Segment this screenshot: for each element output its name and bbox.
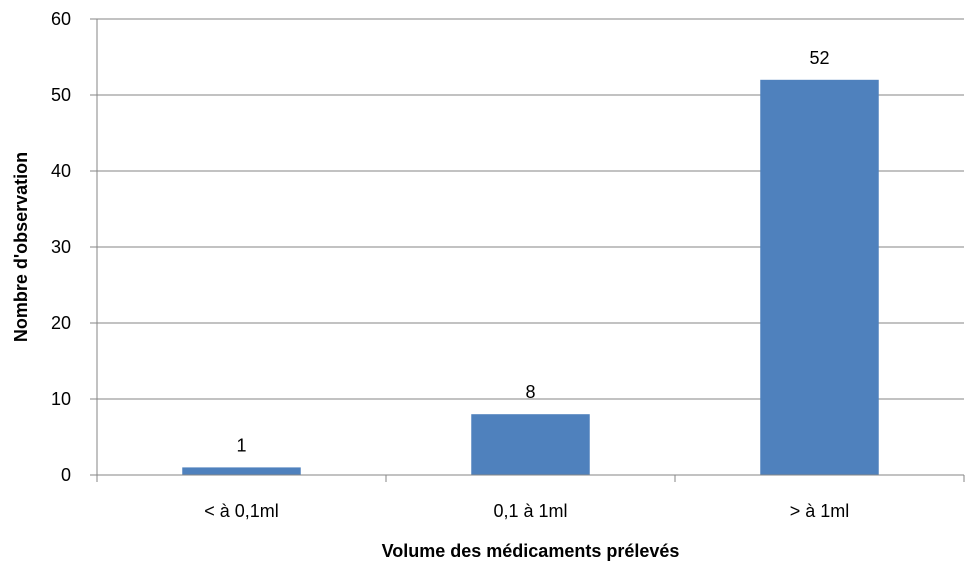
y-tick-label: 30	[51, 237, 71, 257]
x-tick-label: > à 1ml	[790, 501, 850, 521]
y-tick-label: 40	[51, 161, 71, 181]
x-tick-label: < à 0,1ml	[204, 501, 279, 521]
bar	[182, 467, 301, 475]
y-axis-ticks: 0 10 20 30 40 50 60	[51, 9, 97, 485]
y-tick-label: 20	[51, 313, 71, 333]
bar	[760, 79, 879, 476]
data-label: 1	[236, 435, 246, 455]
x-axis-ticks: < à 0,1ml 0,1 à 1ml > à 1ml	[96, 475, 965, 521]
y-axis-title: Nombre d'observation	[11, 152, 31, 342]
data-label: 8	[525, 382, 535, 402]
data-label: 52	[809, 48, 829, 68]
y-tick-label: 10	[51, 389, 71, 409]
y-tick-label: 50	[51, 85, 71, 105]
bar	[471, 414, 590, 475]
x-axis-title: Volume des médicaments prélevés	[382, 541, 680, 561]
y-tick-label: 60	[51, 9, 71, 29]
y-tick-label: 0	[61, 465, 71, 485]
bars	[182, 79, 879, 476]
x-tick-label: 0,1 à 1ml	[493, 501, 567, 521]
